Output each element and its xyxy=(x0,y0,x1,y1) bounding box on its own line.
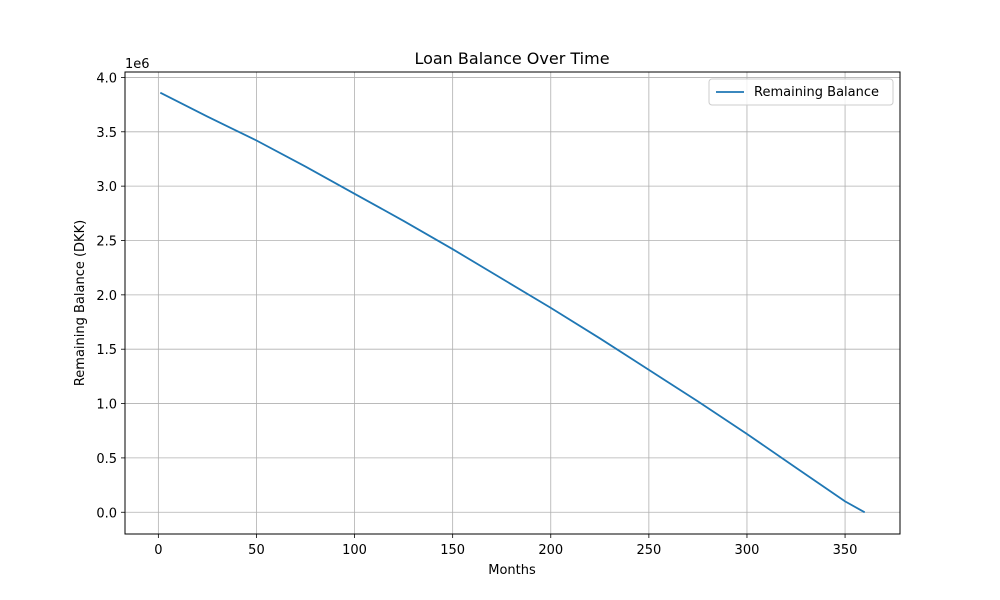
y-tick-label: 2.0 xyxy=(96,289,117,304)
series-layer xyxy=(159,91,866,514)
y-tick-label: 1.0 xyxy=(96,398,117,413)
y-tick-label: 3.5 xyxy=(96,126,117,141)
x-tick-label: 0 xyxy=(154,543,162,558)
y-offset-label: 1e6 xyxy=(125,57,150,72)
x-tick-label: 100 xyxy=(342,543,367,558)
remaining-balance-line xyxy=(159,91,866,514)
y-tick-label: 0.5 xyxy=(96,452,117,467)
x-tick-label: 150 xyxy=(440,543,465,558)
legend: Remaining Balance xyxy=(708,78,894,106)
chart-title: Loan Balance Over Time xyxy=(414,49,609,68)
y-tick-label: 4.0 xyxy=(96,71,117,86)
x-tick-label: 50 xyxy=(248,543,265,558)
grid-layer xyxy=(125,72,900,534)
y-tick-label: 2.5 xyxy=(96,234,117,249)
x-tick-label: 350 xyxy=(833,543,858,558)
x-tick-label: 200 xyxy=(538,543,563,558)
y-tick-label: 3.0 xyxy=(96,180,117,195)
y-tick-label: 1.5 xyxy=(96,343,117,358)
tick-layer: 0 50 100 150 200 250 300 350 0.0 0.5 1.0 1.5 2.0 2.5 3… xyxy=(96,71,857,558)
x-axis-label: Months xyxy=(488,563,536,578)
legend-label: Remaining Balance xyxy=(754,85,879,100)
y-axis-label: Remaining Balance (DKK) xyxy=(73,220,88,386)
plot-frame xyxy=(124,71,901,535)
legend-box xyxy=(708,78,894,106)
x-tick-label: 250 xyxy=(636,543,661,558)
y-tick-label: 0.0 xyxy=(96,506,117,521)
x-tick-label: 300 xyxy=(735,543,760,558)
